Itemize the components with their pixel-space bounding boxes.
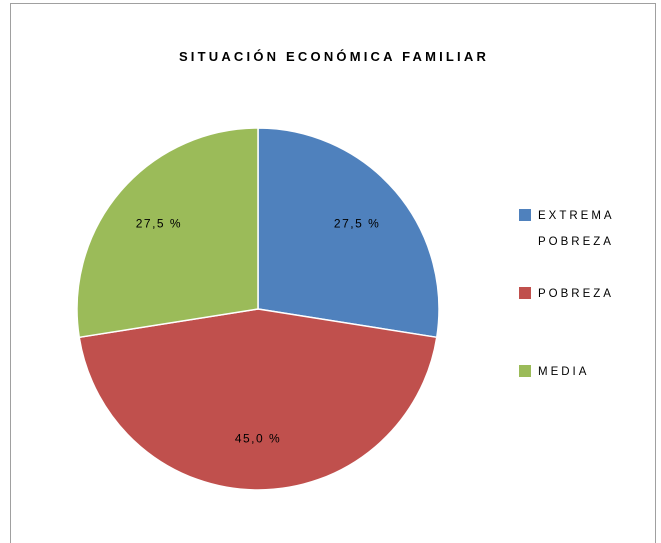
pie-slice xyxy=(76,127,259,339)
chart-title: SITUACIÓN ECONÓMICA FAMILIAR xyxy=(179,49,489,64)
legend-swatch xyxy=(519,209,531,221)
pie xyxy=(76,127,440,491)
legend: EXTREMA POBREZA POBREZA MEDIA xyxy=(519,203,644,437)
pie-slice xyxy=(257,127,440,339)
legend-label: EXTREMA POBREZA xyxy=(538,210,614,248)
legend-swatch xyxy=(519,365,531,377)
legend-item: EXTREMA POBREZA xyxy=(519,203,644,255)
chart-frame xyxy=(10,3,656,543)
legend-label: MEDIA xyxy=(538,366,590,378)
legend-item: MEDIA xyxy=(519,359,644,385)
data-label: 27,5 % xyxy=(334,217,380,231)
legend-swatch xyxy=(519,287,531,299)
data-label: 45,0 % xyxy=(235,431,281,445)
legend-label: POBREZA xyxy=(538,288,614,300)
legend-item: POBREZA xyxy=(519,281,644,307)
pie-slice xyxy=(78,308,438,491)
data-label: 27,5 % xyxy=(136,217,182,231)
